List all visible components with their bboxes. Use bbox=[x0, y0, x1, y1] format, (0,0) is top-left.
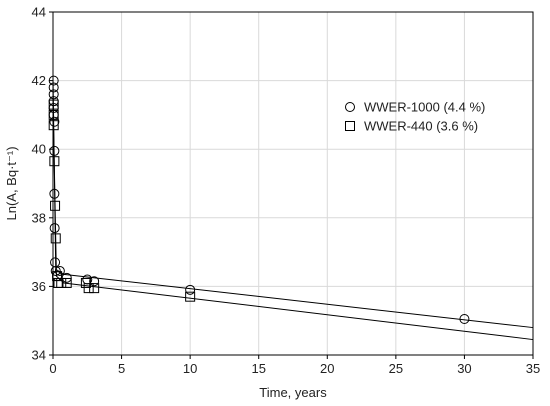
fit-lines bbox=[52, 77, 534, 341]
data-point-square bbox=[185, 291, 196, 302]
data-point-circle bbox=[50, 265, 61, 276]
y-tick-label: 36 bbox=[32, 279, 46, 294]
x-tick-label: 20 bbox=[320, 361, 334, 376]
data-point-circle bbox=[50, 257, 61, 268]
x-axis-title: Time, years bbox=[259, 385, 327, 400]
x-tick-label: 0 bbox=[49, 361, 56, 376]
y-tick-label: 38 bbox=[32, 210, 46, 225]
data-point-circle bbox=[459, 313, 470, 324]
legend-item-wwer-1000: WWER-1000 (4.4 %) bbox=[345, 100, 485, 115]
x-tick-label: 10 bbox=[183, 361, 197, 376]
data-point-square bbox=[56, 277, 67, 288]
legend-label-wwer-1000: WWER-1000 (4.4 %) bbox=[364, 100, 485, 115]
data-point-square bbox=[83, 283, 94, 294]
x-tick-label: 25 bbox=[389, 361, 403, 376]
y-tick-label: 40 bbox=[32, 142, 46, 157]
data-point-circle bbox=[48, 82, 59, 93]
data-point-circle bbox=[54, 265, 65, 276]
legend-item-wwer-440: WWER-440 (3.6 %) bbox=[345, 119, 478, 134]
x-tick-label: 15 bbox=[251, 361, 265, 376]
data-point-square bbox=[80, 277, 91, 288]
x-tick-label: 35 bbox=[526, 361, 540, 376]
data-point-square bbox=[50, 200, 61, 211]
data-point-square bbox=[61, 277, 72, 288]
plot-frame bbox=[52, 11, 534, 356]
data-point-circle bbox=[61, 272, 72, 283]
legend-label-wwer-440: WWER-440 (3.6 %) bbox=[364, 119, 478, 134]
grid bbox=[53, 12, 533, 355]
data-point-circle bbox=[49, 145, 60, 156]
data-point-circle bbox=[48, 89, 59, 100]
y-axis-title: Ln(A, Bq·t⁻¹) bbox=[4, 146, 19, 220]
data-point-square bbox=[48, 109, 59, 120]
y-tick-label: 42 bbox=[32, 73, 46, 88]
data-point-circle bbox=[89, 276, 100, 287]
data-point-square bbox=[48, 120, 59, 131]
legend-circle-marker bbox=[345, 102, 355, 112]
legend-square-marker bbox=[345, 121, 355, 131]
data-point-square bbox=[50, 233, 61, 244]
data-point-square bbox=[48, 99, 59, 110]
axis-ticks: 0 5 10 15 20 25 30 35 34 36 38 40 42 44 bbox=[32, 5, 541, 377]
x-tick-label: 5 bbox=[118, 361, 125, 376]
y-tick-label: 34 bbox=[32, 348, 46, 363]
data-point-circle bbox=[49, 223, 60, 234]
y-tick-label: 44 bbox=[32, 5, 46, 20]
data-point-circle bbox=[185, 284, 196, 295]
data-point-circle bbox=[49, 116, 60, 127]
legend: WWER-1000 (4.4 %) WWER-440 (3.6 %) bbox=[345, 100, 485, 134]
data-point-square bbox=[89, 283, 100, 294]
data-point-circle bbox=[49, 188, 60, 199]
data-point-square bbox=[49, 156, 60, 167]
x-tick-label: 30 bbox=[457, 361, 471, 376]
fit-line-series-1 bbox=[52, 97, 534, 341]
